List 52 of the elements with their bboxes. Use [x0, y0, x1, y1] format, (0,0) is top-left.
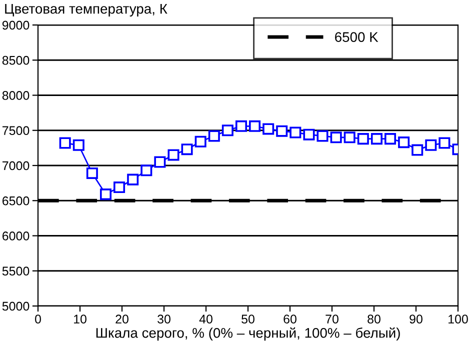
legend-label: 6500 K: [335, 32, 378, 42]
x-tick-label: 100: [448, 314, 468, 324]
y-tick-label: 9000: [2, 20, 30, 30]
point: [208, 130, 220, 142]
x-tick-label: 90: [410, 314, 422, 324]
y-axis-title: Цветовая температура, К: [5, 4, 168, 16]
point: [398, 136, 410, 148]
point: [127, 174, 139, 186]
point: [194, 136, 206, 148]
point: [181, 144, 193, 156]
point: [344, 132, 356, 144]
point: [357, 133, 369, 145]
point: [140, 164, 152, 176]
point: [276, 125, 288, 137]
point: [248, 120, 261, 132]
y-tick-label: 5000: [2, 302, 30, 311]
y-tick-label: 8000: [2, 91, 30, 100]
x-tick-label: 50: [242, 314, 254, 324]
y-tick-label: 6500: [2, 196, 30, 206]
x-tick-label: 80: [368, 314, 380, 324]
y-tick-label: 7000: [2, 161, 30, 170]
point: [59, 137, 71, 149]
point: [384, 133, 396, 145]
x-tick-label: 40: [199, 314, 212, 324]
point: [262, 123, 274, 135]
x-tick-label: 10: [74, 314, 86, 324]
point: [86, 167, 98, 179]
x-tick-label: 30: [158, 314, 170, 324]
point: [168, 149, 180, 161]
y-tick-label: 6000: [2, 232, 30, 240]
point: [303, 128, 315, 140]
point: [72, 139, 84, 151]
point: [100, 188, 112, 200]
y-tick-label: 7500: [2, 126, 30, 136]
x-tick-label: 70: [326, 314, 338, 324]
x-axis-title: Шкала серого, % (0% – черный, 100% – белый): [96, 327, 400, 341]
x-tick-label: 60: [284, 314, 296, 324]
point: [425, 139, 437, 151]
point: [290, 126, 302, 138]
y-tick-label: 5500: [2, 266, 30, 276]
y-tick-label: 8500: [2, 56, 30, 65]
point: [222, 124, 234, 136]
x-tick-label: 20: [116, 314, 128, 324]
point: [438, 137, 450, 149]
point: [412, 144, 424, 156]
point: [235, 120, 248, 132]
point: [330, 132, 342, 144]
point: [154, 156, 166, 168]
x-tick-label: 0: [35, 314, 41, 324]
point: [370, 133, 382, 145]
point: [114, 182, 126, 194]
point: [316, 130, 328, 142]
